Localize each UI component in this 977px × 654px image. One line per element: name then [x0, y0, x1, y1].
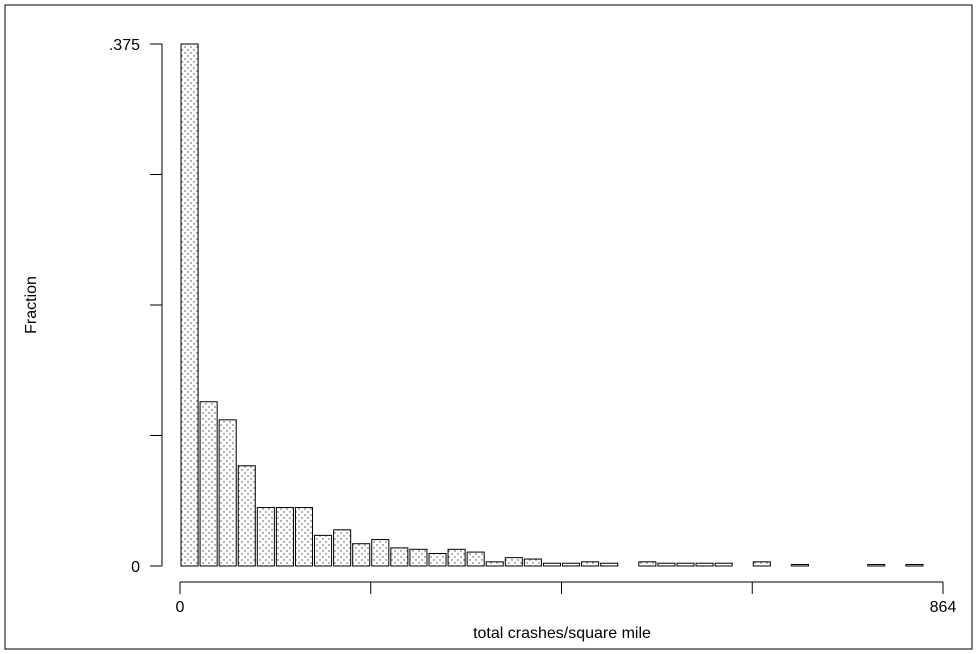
histogram-bar: [905, 564, 924, 567]
histogram-bar: [867, 564, 886, 567]
y-axis-ticks: [150, 43, 162, 567]
histogram-bar: [600, 562, 619, 567]
histogram-bar: [676, 562, 695, 567]
histogram-bar: [218, 419, 237, 567]
histogram-bar: [714, 562, 733, 567]
histogram-bar: [581, 561, 600, 567]
histogram-bar: [390, 547, 409, 567]
histogram-bar: [638, 561, 657, 567]
histogram-bar: [180, 43, 199, 567]
x-tick-label-min: 0: [176, 599, 185, 616]
histogram-bar: [562, 562, 581, 567]
histogram-bar: [542, 562, 561, 567]
histogram-bar: [409, 548, 428, 567]
histogram-bar: [752, 561, 771, 567]
histogram-bar: [294, 507, 314, 567]
histogram-bar: [256, 507, 275, 567]
y-tick-label-top: .375: [109, 37, 140, 54]
histogram-bar: [695, 562, 714, 567]
histogram-bar: [466, 551, 485, 567]
y-tick-label-zero: 0: [131, 559, 140, 576]
histogram-bar: [657, 562, 676, 567]
histogram-bar: [352, 543, 371, 567]
histogram-bar: [371, 539, 390, 567]
histogram-bar: [199, 401, 218, 567]
histogram-bar: [428, 552, 447, 567]
histogram-bar: [504, 557, 523, 567]
histogram-bar: [333, 529, 352, 567]
plot-border: [4, 4, 973, 650]
histogram-bar: [314, 534, 333, 567]
histogram-bars: [180, 43, 924, 567]
y-axis-title: Fraction: [23, 276, 40, 334]
histogram-bar: [237, 465, 256, 567]
histogram-bar: [447, 548, 466, 567]
histogram-bar: [275, 507, 294, 567]
histogram-bar: [523, 558, 542, 567]
x-axis-title: total crashes/square mile: [473, 625, 651, 642]
x-axis-ticks: [179, 582, 944, 594]
x-tick-label-max: 864: [930, 599, 957, 616]
histogram-bar: [485, 561, 504, 567]
histogram-bar: [790, 564, 809, 567]
